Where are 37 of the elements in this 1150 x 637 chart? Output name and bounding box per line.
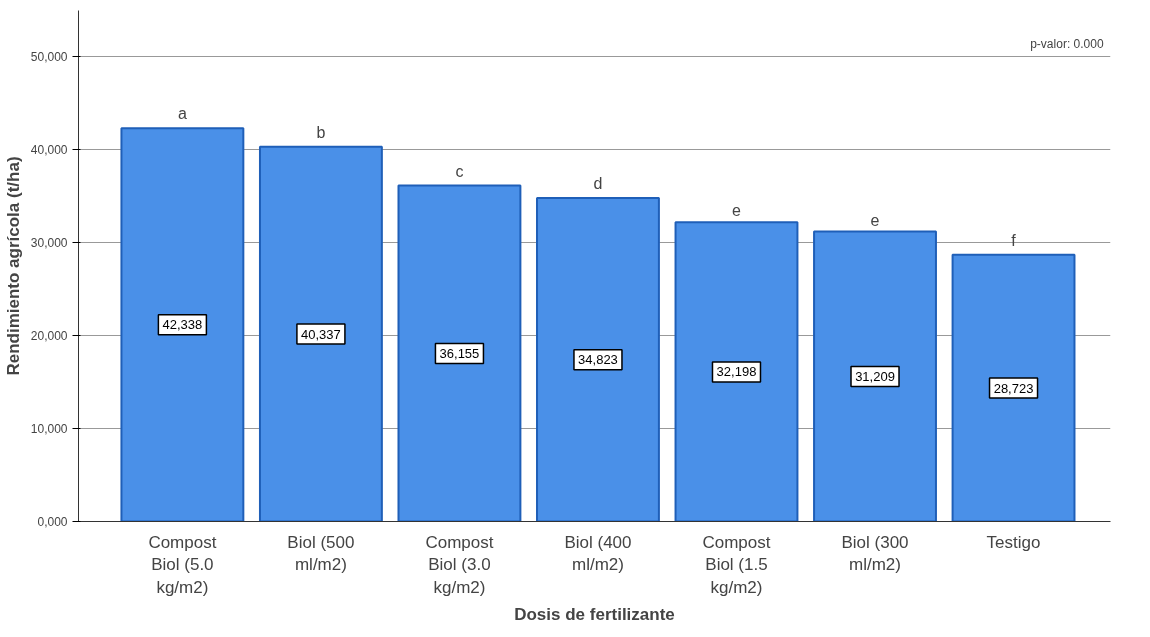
annotation: p-valor: 0.000 bbox=[1030, 37, 1104, 52]
bar bbox=[258, 145, 383, 522]
bar bbox=[397, 184, 522, 522]
bar bbox=[536, 196, 660, 522]
x-tick-label: Testigo bbox=[986, 532, 1041, 552]
x-tick-label: Biol (300 ml/m2) bbox=[841, 532, 909, 575]
y-tick-label: 10,000 bbox=[30, 422, 68, 437]
x-tick-label: Compost Biol (3.0 kg/m2) bbox=[425, 532, 494, 598]
y-tick-label: 30,000 bbox=[30, 236, 68, 251]
data-label: 42,338 bbox=[162, 317, 203, 333]
bar bbox=[674, 221, 799, 522]
x-tick-label: Biol (500 ml/m2) bbox=[287, 532, 355, 575]
annotation: e bbox=[732, 202, 742, 220]
y-tick-label: 0,000 bbox=[37, 515, 68, 529]
data-label: 36,155 bbox=[439, 346, 480, 362]
data-label: 40,337 bbox=[301, 326, 341, 342]
x-tick-label: Compost Biol (5.0 kg/m2) bbox=[148, 532, 217, 598]
data-label: 34,823 bbox=[578, 352, 618, 368]
bar bbox=[951, 253, 1076, 522]
bar bbox=[813, 230, 937, 522]
annotation: b bbox=[316, 123, 326, 141]
data-label: 31,209 bbox=[855, 369, 895, 385]
y-tick-label: 40,000 bbox=[30, 143, 68, 158]
x-tick-label: Compost Biol (1.5 kg/m2) bbox=[702, 532, 771, 598]
bar bbox=[120, 127, 245, 522]
annotation: e bbox=[870, 211, 880, 229]
data-label: 28,723 bbox=[993, 380, 1034, 396]
y-tick-label: 20,000 bbox=[30, 329, 68, 344]
x-axis-title: Dosis de fertilizante bbox=[514, 605, 675, 625]
y-axis-title: Rendimiento agrícola (t/ha) bbox=[3, 156, 23, 376]
annotation: c bbox=[455, 162, 464, 180]
annotation: d bbox=[593, 174, 603, 192]
annotation: f bbox=[1011, 231, 1017, 249]
data-label: 32,198 bbox=[716, 364, 757, 380]
y-tick-label: 50,000 bbox=[30, 50, 68, 65]
annotation: a bbox=[177, 105, 187, 123]
x-tick-label: Biol (400 ml/m2) bbox=[564, 532, 632, 575]
